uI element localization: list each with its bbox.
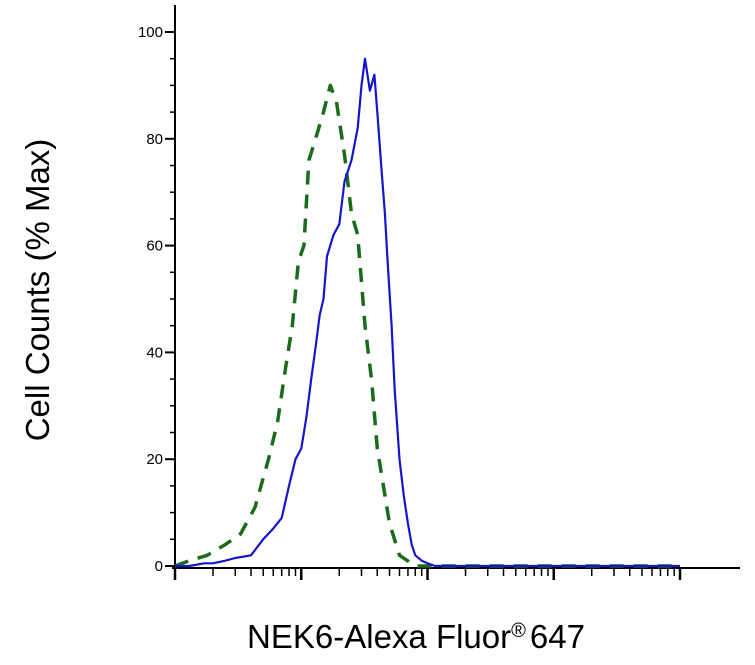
y-tick-label: 40 bbox=[146, 344, 163, 361]
y-tick-label: 20 bbox=[146, 451, 163, 468]
series-layer bbox=[174, 57, 680, 568]
x-axis-title-main: NEK6-Alexa Fluor bbox=[247, 618, 511, 655]
plot-area: 0 20 40 60 80 100 bbox=[138, 5, 740, 580]
sample-histogram-line bbox=[175, 57, 680, 568]
x-axis-title-suffix: 647 bbox=[530, 618, 585, 655]
registered-mark: ® bbox=[511, 620, 526, 642]
control-histogram-line bbox=[174, 83, 680, 568]
y-axis-title: Cell Counts (% Max) bbox=[19, 139, 56, 442]
x-axis-title: NEK6-Alexa Fluor® 647 bbox=[247, 618, 585, 655]
y-tick-label: 100 bbox=[138, 24, 163, 41]
x-axis-ticks bbox=[173, 568, 682, 580]
y-tick-label: 0 bbox=[155, 558, 163, 575]
y-tick-label: 60 bbox=[146, 238, 163, 255]
y-tick-label: 80 bbox=[146, 131, 163, 148]
y-axis-ticks: 0 20 40 60 80 100 bbox=[138, 24, 175, 575]
